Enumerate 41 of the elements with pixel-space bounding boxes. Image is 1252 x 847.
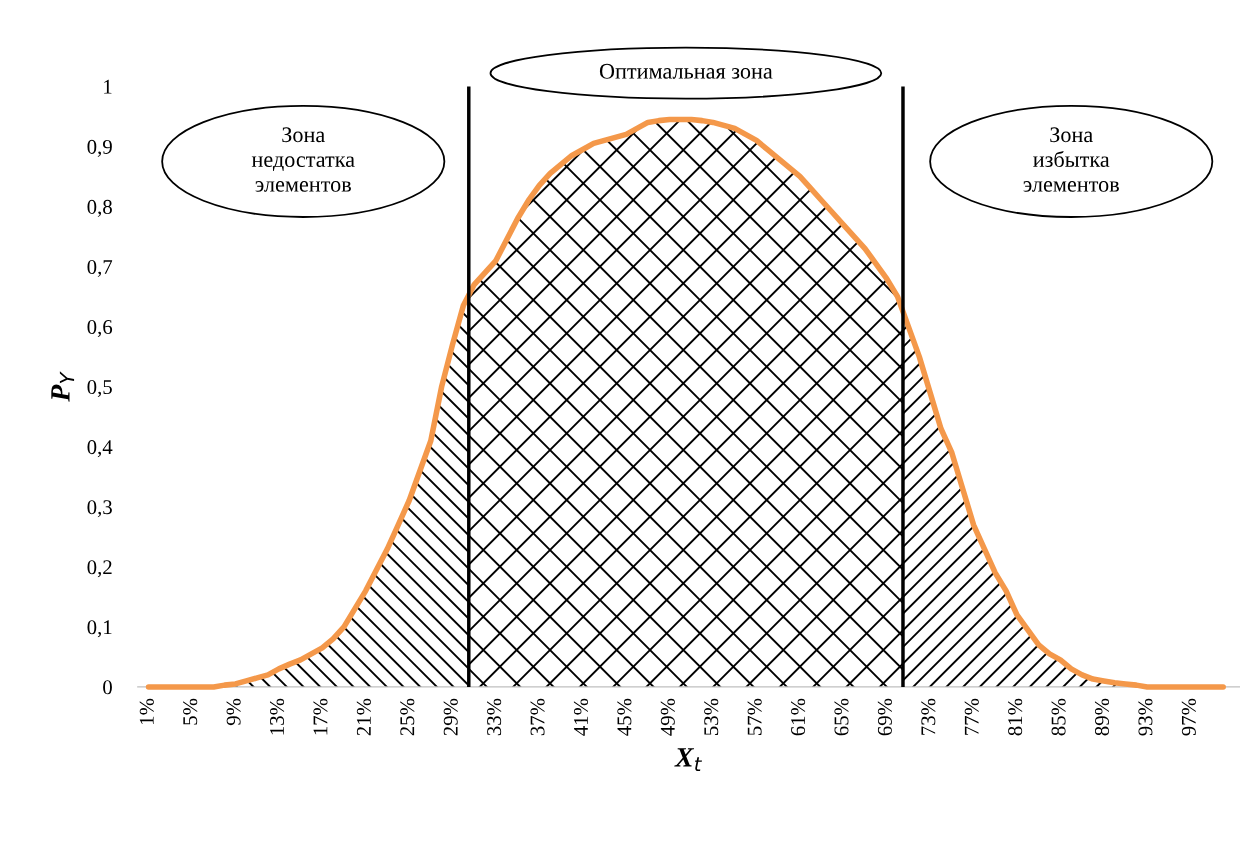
x-tick-label: 45%: [617, 698, 632, 736]
y-tick-label: 0,8: [87, 199, 112, 217]
y-tick-label: 0,1: [87, 620, 112, 638]
x-tick-label: 49%: [660, 698, 675, 736]
y-tick-label: 0,7: [87, 259, 113, 277]
x-tick-label: 13%: [269, 698, 285, 735]
x-tick-label: 37%: [530, 698, 545, 736]
x-tick-label: 9%: [226, 698, 241, 726]
x-tick-label: 69%: [877, 698, 892, 736]
x-tick-label: 97%: [1181, 698, 1196, 736]
annotation: Зона недостатка элементов: [251, 127, 355, 192]
x-tick-label: 77%: [964, 698, 979, 735]
x-tick-label: 5%: [183, 698, 198, 725]
text: Оптимальная зона: [599, 63, 773, 79]
x-tick-label: 53%: [704, 698, 719, 735]
x-tick-label: 41%: [573, 698, 589, 736]
x-tick-label: 33%: [487, 698, 502, 736]
x-tick-label: 25%: [400, 698, 415, 736]
y-tick-label: 0,4: [87, 440, 113, 458]
x-tick-label: 17%: [313, 698, 328, 735]
y-axis-title: P$_{Y}$: [51, 371, 75, 402]
x-tick-label: 57%: [747, 698, 762, 735]
y-tick-label: 0,3: [87, 500, 112, 518]
x-axis-title: X$_{t}$: [674, 748, 702, 772]
x-tick-label: 21%: [356, 698, 371, 736]
x-tick-label: 73%: [921, 698, 936, 735]
x-tick-label: 29%: [443, 698, 458, 736]
y-tick-label: 0,2: [87, 560, 112, 578]
x-tick-label: 85%: [1051, 698, 1066, 736]
x-tick-label: 61%: [791, 698, 806, 736]
y-tick-label: 0: [103, 680, 112, 695]
x-tick-label: 1%: [139, 698, 154, 724]
y-tick-label: 1: [104, 79, 112, 94]
x-tick-label: 65%: [834, 698, 849, 736]
annotation: Зона избытка элементов: [1023, 127, 1119, 192]
x-tick-label: 89%: [1094, 698, 1110, 736]
y-tick-label: 0,5: [87, 380, 112, 398]
x-tick-label: 81%: [1008, 698, 1023, 736]
y-tick-label: 0,9: [87, 139, 112, 157]
y-tick-label: 0,6: [87, 319, 113, 338]
x-tick-label: 93%: [1138, 698, 1153, 736]
